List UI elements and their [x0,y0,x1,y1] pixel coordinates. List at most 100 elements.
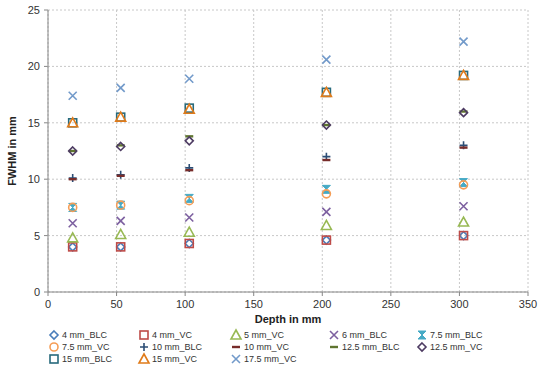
tick-label: 10 [28,173,40,185]
point [185,214,193,222]
point [322,88,330,96]
point [69,243,77,251]
point [69,147,77,155]
point [321,220,331,229]
series [69,71,468,126]
grid-line [48,10,528,11]
point [69,174,77,182]
tick [44,122,48,123]
tick-label: 0 [34,286,40,298]
grid-line [48,235,528,236]
grid-line [48,292,528,293]
series [69,232,468,251]
x-axis-title: Depth in mm [255,313,322,325]
legend-marker [50,355,58,363]
legend-label: 7.5 mm_BLC [430,330,483,340]
point [322,208,330,216]
legend-marker [50,331,58,339]
legend-marker [232,355,240,363]
legend-marker [232,346,240,348]
legend-label: 6 mm_BLC [342,330,388,340]
tick [44,10,48,11]
legend-marker [330,331,338,339]
point [460,232,468,240]
point [116,112,126,121]
legend-marker [50,343,58,351]
point [117,175,125,177]
tick [185,292,186,296]
point [185,239,193,247]
legend-marker [330,346,338,348]
point [322,190,330,198]
grid-line [390,10,391,292]
legend-marker [140,331,148,339]
legend-label: 4 mm_BLC [62,330,108,340]
series [68,70,469,126]
legend-label: 5 mm_VC [244,330,285,340]
point [322,153,330,161]
grid-line [48,10,49,292]
tick [44,66,48,67]
y-axis [48,10,49,292]
legend-marker [418,331,426,339]
grid-line [322,10,323,292]
point [117,217,125,225]
point [185,197,193,205]
grid-line [48,66,528,67]
series [69,141,468,182]
point [460,109,468,117]
series [69,202,468,227]
tick [390,292,391,296]
series [69,148,468,180]
point [184,227,194,236]
legend-label: 7.5 mm_VC [62,342,110,352]
tick-label: 0 [45,298,51,310]
tick [116,292,117,296]
point [322,121,330,129]
tick [48,292,49,296]
legend-label: 15 mm_BLC [62,354,113,364]
tick-label: 15 [28,117,40,129]
point [185,164,193,172]
series [69,109,468,155]
point [69,203,77,211]
point [117,113,125,121]
series [68,217,469,242]
point [321,87,331,96]
legend-marker [418,343,426,351]
series [69,112,468,151]
point [69,119,77,127]
series [69,179,468,212]
grid-line [48,122,528,123]
tick [322,292,323,296]
point [69,219,77,227]
legend: 4 mm_BLC4 mm_VC5 mm_VC6 mm_BLC7.5 mm_BLC… [50,330,483,364]
grid-line [528,10,529,292]
point [117,201,125,209]
series [69,181,468,212]
point [69,243,77,251]
tick-label: 250 [382,298,400,310]
point [185,239,193,247]
point [184,104,194,113]
point [68,233,78,242]
legend-label: 10 mm_BLC [152,342,203,352]
legend-marker [139,354,149,363]
point [460,71,468,79]
point [69,92,77,100]
legend-label: 12.5 mm_BLC [342,342,400,352]
point [460,232,468,240]
point [185,169,193,171]
tick [44,179,48,180]
point [460,146,468,148]
point [185,75,193,83]
tick-label: 5 [34,230,40,242]
series [69,38,468,100]
point [69,203,77,211]
tick-label: 100 [176,298,194,310]
grid-line [185,10,186,292]
legend-label: 17.5 mm_VC [244,354,297,364]
tick-label: 200 [313,298,331,310]
tick-label: 300 [450,298,468,310]
legend-label: 15 mm_VC [152,354,198,364]
